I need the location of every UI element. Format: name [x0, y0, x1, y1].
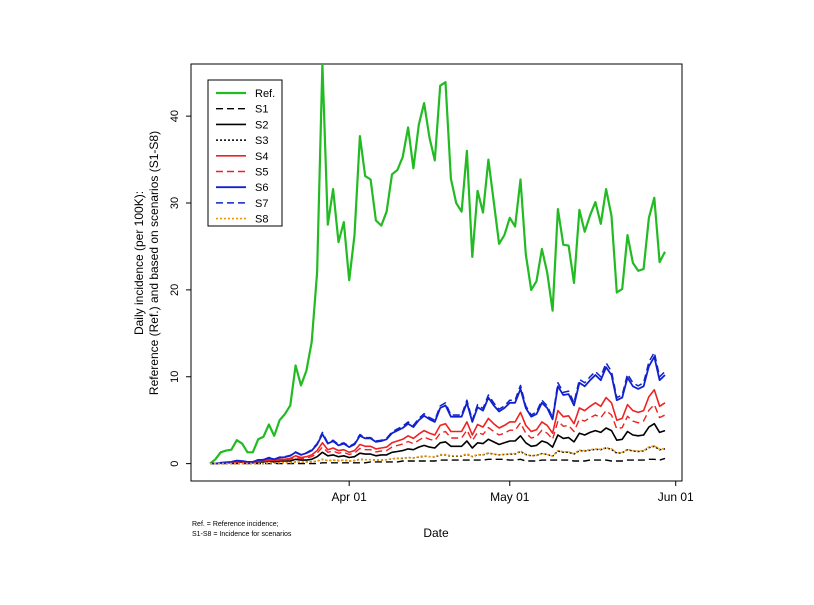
axis-layer: 0 10 20 30 40 Apr 01 May 01 Jun 01	[169, 110, 694, 504]
legend-label-s8: S8	[255, 214, 268, 226]
x-axis-title: Date	[423, 526, 449, 540]
series-line-s8	[210, 444, 666, 465]
series-layer	[209, 62, 666, 465]
series-line-s5	[210, 403, 666, 465]
plot-frame	[190, 63, 683, 482]
x-tick-label-apr-01: Apr 01	[331, 490, 367, 504]
legend-label-s7: S7	[255, 198, 268, 210]
legend-label-s1: S1	[255, 104, 268, 116]
series-line-ref	[209, 62, 666, 465]
y-tick-label-30: 30	[169, 197, 181, 209]
y-tick-label-40: 40	[169, 110, 181, 122]
series-line-s7	[210, 351, 666, 465]
legend-label-s3: S3	[255, 135, 268, 147]
y-axis-title-line1: Daily incidence (per 100K):	[132, 191, 146, 335]
y-axis-title: Daily incidence (per 100K): Reference (R…	[132, 131, 161, 395]
legend: Ref. S1 S2 S3 S4 S5 S6 S7 S8	[207, 79, 283, 227]
legend-label-s4: S4	[255, 151, 268, 163]
legend-label-s5: S5	[255, 167, 268, 179]
series-line-s4	[210, 388, 666, 465]
x-tick-label-may-01: May 01	[490, 490, 530, 504]
y-tick-label-0: 0	[169, 461, 181, 467]
y-tick-label-10: 10	[169, 371, 181, 383]
series-line-s2	[210, 422, 666, 465]
legend-label-s6: S6	[255, 182, 268, 194]
y-tick-label-20: 20	[169, 284, 181, 296]
x-tick-label-jun-01: Jun 01	[658, 490, 694, 504]
y-axis-title-line2: Reference (Ref.) and based on scenarios …	[147, 131, 161, 395]
footnote-scenarios: S1-S8 = Incidence for scenarios	[192, 531, 292, 538]
legend-label-ref: Ref.	[255, 88, 275, 100]
legend-label-s2: S2	[255, 119, 268, 131]
footnote-ref: Ref. = Reference incidence;	[192, 521, 279, 528]
series-line-s1	[210, 457, 666, 465]
legend-box	[207, 79, 283, 227]
